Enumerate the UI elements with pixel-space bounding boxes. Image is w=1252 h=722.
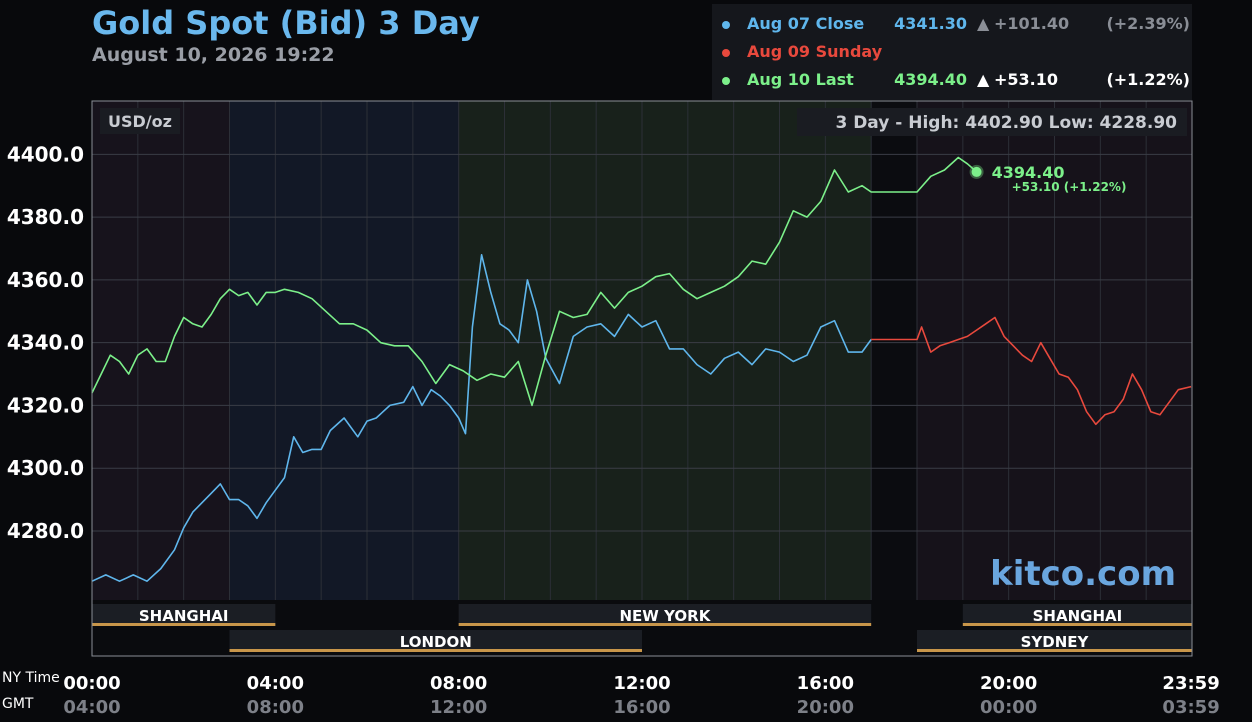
- legend-percent: (+2.39%): [1106, 14, 1190, 33]
- session-bar-underline: [962, 623, 1192, 626]
- legend-label: Aug 07 Close: [747, 14, 865, 33]
- x-tick-label-ny: 16:00: [797, 673, 854, 694]
- session-bar-bg: [962, 604, 1192, 626]
- y-tick-label: 4340.0: [7, 331, 84, 355]
- session-bar-bg: [229, 630, 642, 652]
- x-tick-label-gmt: 12:00: [430, 697, 487, 718]
- y-tick-label: 4320.0: [7, 393, 84, 417]
- series-sunday-line: [871, 316, 1192, 426]
- watermark-logo: kitco.com: [990, 554, 1176, 594]
- legend-change: +101.40: [994, 14, 1070, 33]
- plot-border: [91, 100, 1193, 657]
- x-tick-label-ny: 20:00: [980, 673, 1037, 694]
- x-tick-label-ny: 08:00: [430, 673, 487, 694]
- unit-label: USD/oz: [108, 112, 172, 131]
- session-bar-underline: [92, 623, 276, 626]
- legend-value: 4341.30: [894, 14, 967, 33]
- gmt-axis-label: GMT: [2, 696, 34, 712]
- session-bar-underline: [917, 649, 1192, 652]
- x-tick-label-gmt: 04:00: [63, 697, 120, 718]
- last-change-label: +53.10 (+1.22%): [1012, 180, 1127, 194]
- asia-session-shade: [92, 101, 230, 600]
- legend-change: +53.10: [994, 70, 1059, 89]
- y-tick-label: 4380.0: [7, 205, 84, 229]
- legend-arrow: ▲: [977, 70, 990, 89]
- y-tick-label: 4280.0: [7, 519, 84, 543]
- legend-dot: [722, 77, 730, 85]
- last-price-marker: [971, 166, 982, 177]
- legend-dot: [722, 49, 730, 57]
- newyork-session-shade: [458, 101, 872, 600]
- unit-label-bg: [100, 108, 180, 134]
- x-tick-label-ny: 12:00: [613, 673, 670, 694]
- session-label: SHANGHAI: [139, 607, 229, 625]
- session-bar-bg: [917, 630, 1192, 652]
- x-tick-label-ny: 00:00: [63, 673, 120, 694]
- y-tick-label: 4360.0: [7, 268, 84, 292]
- x-tick-label-gmt: 16:00: [613, 697, 670, 718]
- london-session-shade: [229, 101, 459, 600]
- ny-time-axis-label: NY Time: [2, 670, 60, 686]
- y-tick-label: 4400.0: [7, 142, 84, 166]
- x-tick-label-gmt: 08:00: [247, 697, 304, 718]
- series-aug07-line: [91, 254, 872, 583]
- legend-dot: [722, 21, 730, 29]
- legend-label: Aug 09 Sunday: [747, 42, 883, 61]
- legend-panel: Aug 07 Close 4341.30 ▲ +101.40 (+2.39%) Aug 0…: [712, 4, 1192, 100]
- legend-percent: (+1.22%): [1106, 70, 1190, 89]
- legend-value: 4394.40: [894, 70, 967, 89]
- session-label: NEW YORK: [620, 607, 712, 625]
- session-bar-bg: [458, 604, 872, 626]
- x-tick-label-ny: 23:59: [1162, 673, 1219, 694]
- x-tick-label-gmt: 00:00: [980, 697, 1037, 718]
- x-tick-label-gmt: 20:00: [797, 697, 854, 718]
- chart-timestamp: August 10, 2026 19:22: [92, 44, 335, 66]
- session-label: LONDON: [400, 633, 472, 651]
- session-label: SYDNEY: [1021, 633, 1090, 651]
- last-price-label: 4394.40: [992, 163, 1065, 182]
- x-tick-label-gmt: 03:59: [1162, 697, 1219, 718]
- session-bar-bg: [92, 604, 276, 626]
- x-tick-label-ny: 04:00: [247, 673, 304, 694]
- chart-title: Gold Spot (Bid) 3 Day: [92, 4, 480, 42]
- session-bar-underline: [458, 623, 872, 626]
- legend-label: Aug 10 Last: [747, 70, 854, 89]
- session-label: SHANGHAI: [1033, 607, 1123, 625]
- series-aug10-line: [91, 156, 978, 407]
- session-bar-underline: [229, 649, 642, 652]
- range-label-bg: [797, 108, 1187, 136]
- y-tick-label: 4300.0: [7, 456, 84, 480]
- legend-arrow: ▲: [977, 14, 990, 33]
- range-label: 3 Day - High: 4402.90 Low: 4228.90: [835, 113, 1177, 133]
